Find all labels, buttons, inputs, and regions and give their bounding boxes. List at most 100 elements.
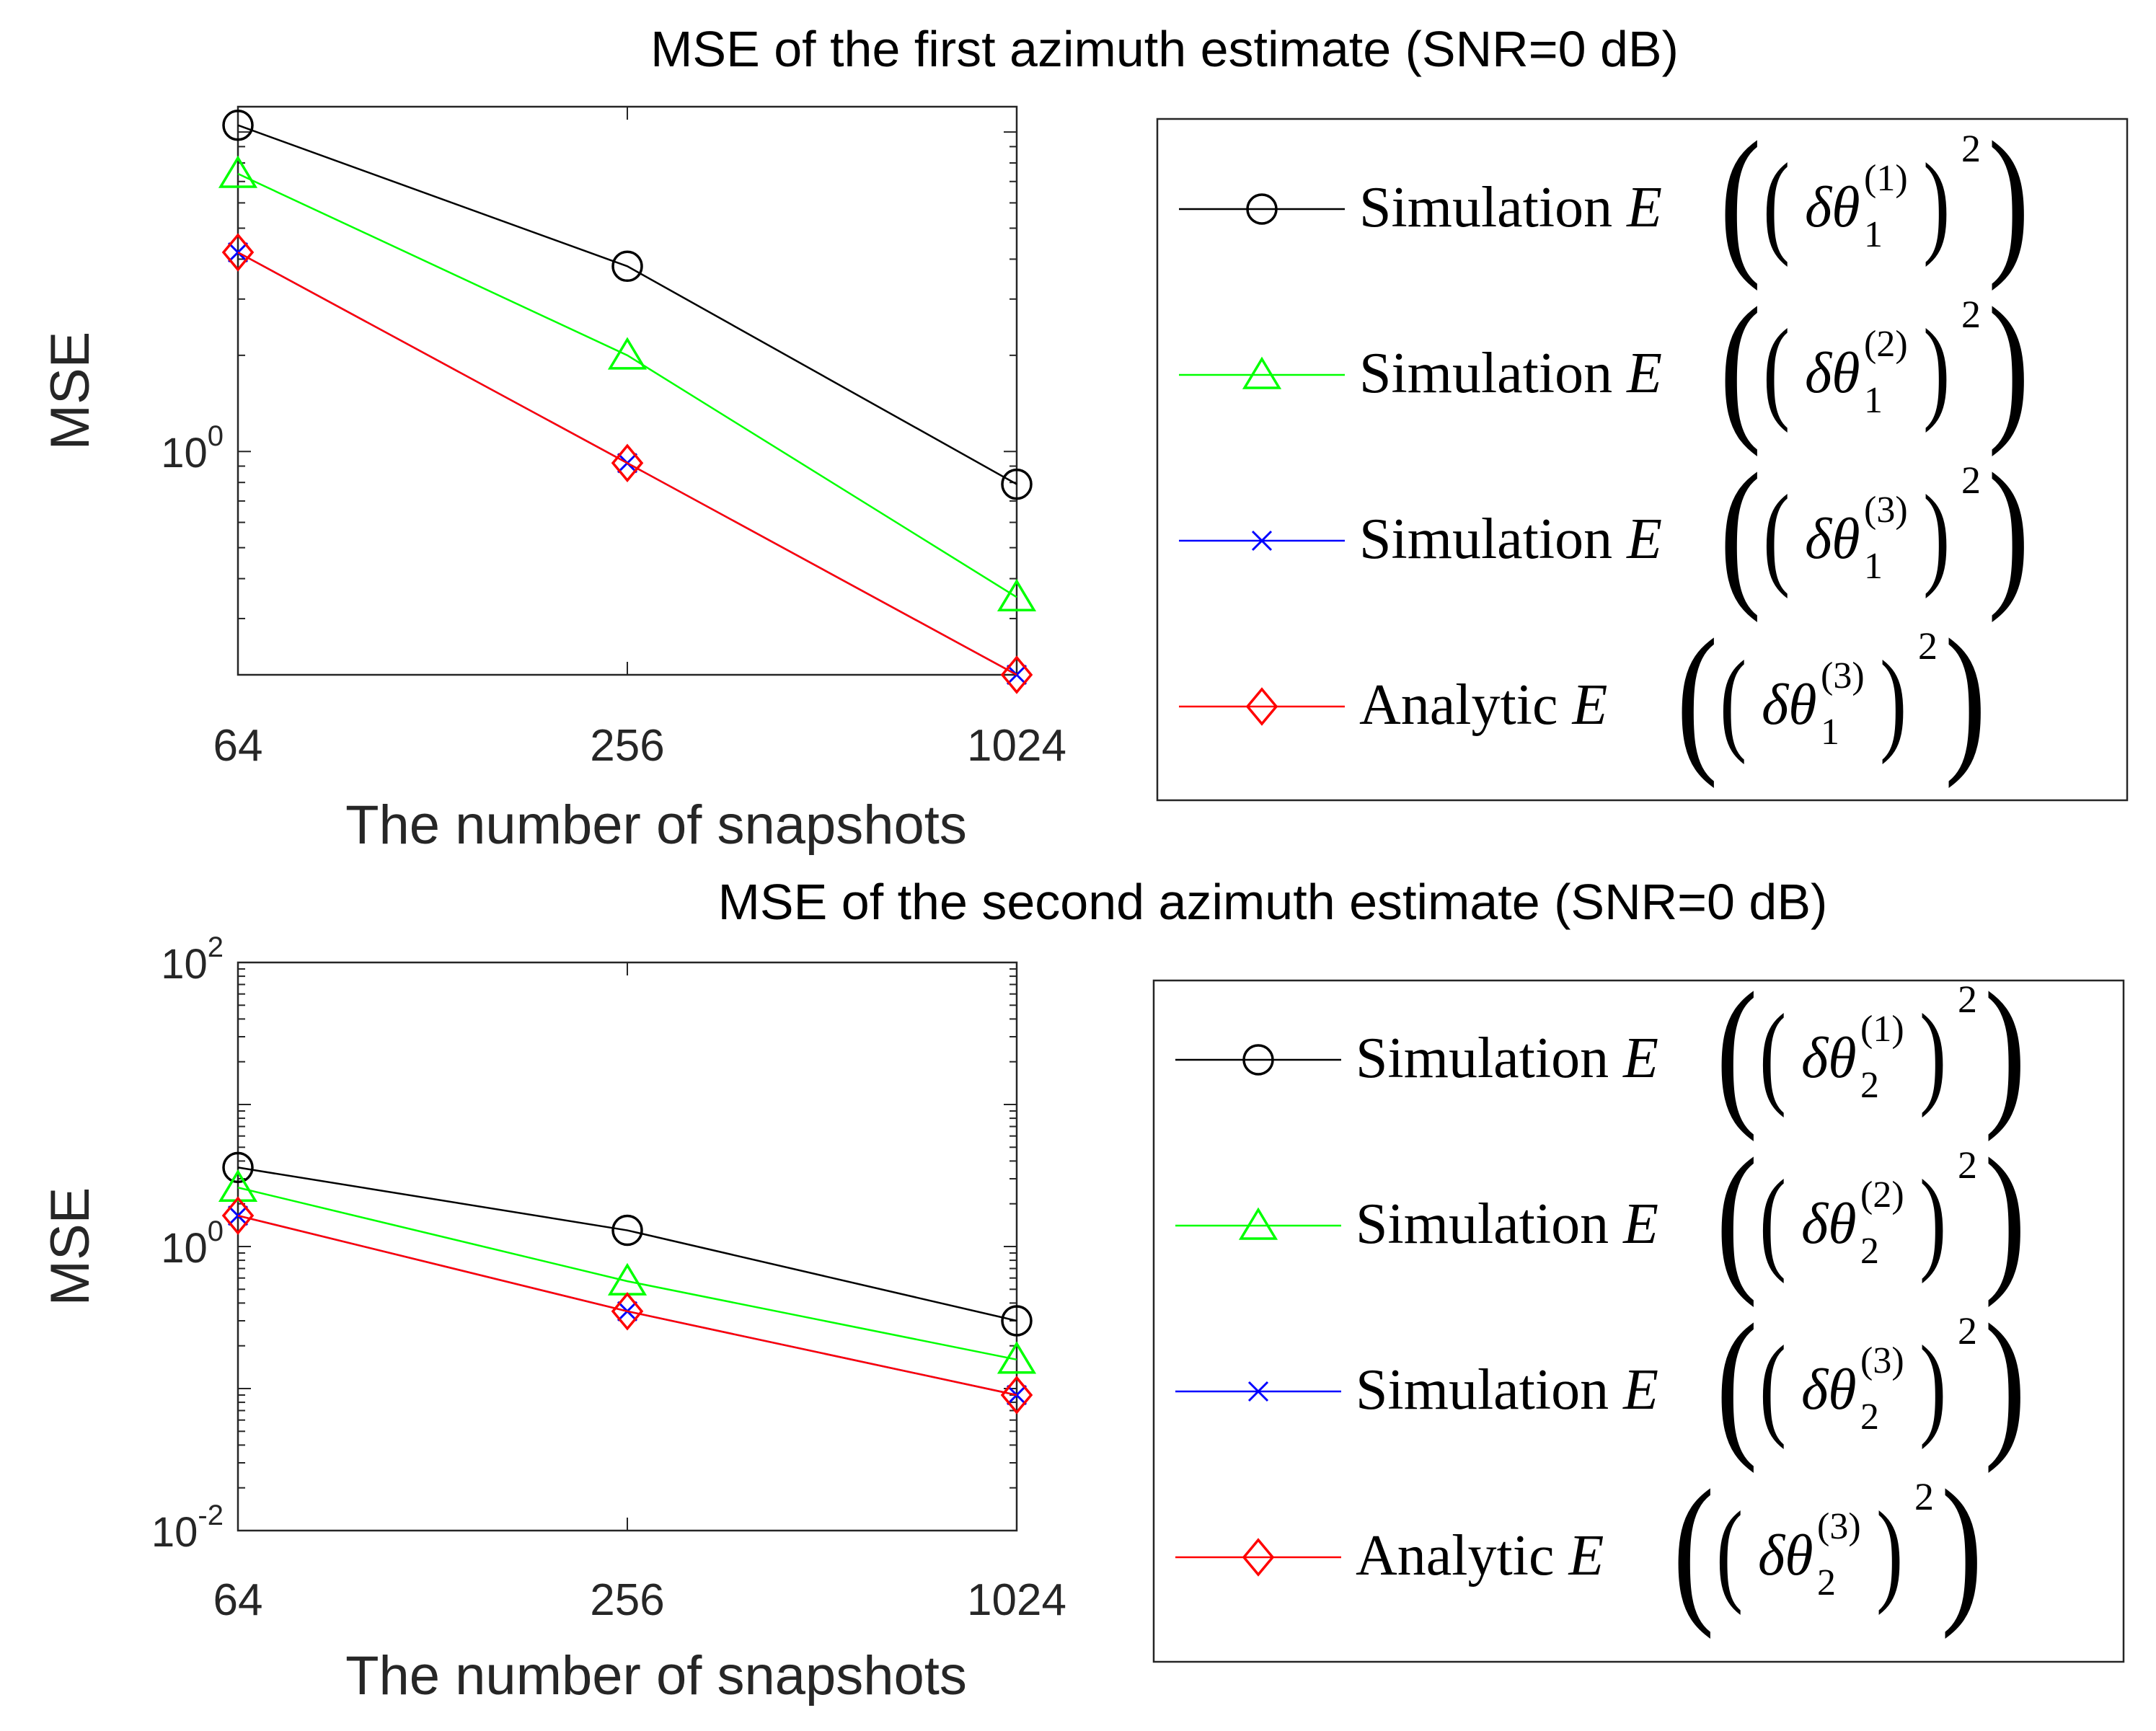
legend-symbol: δθ [1805,176,1860,239]
legend-marker [1238,1207,1278,1240]
y-tick-label: 102 [161,931,224,988]
legend-paren-outer: ( [1720,273,1761,457]
x-tick-label: 256 [590,1575,664,1625]
legend-square: 2 [1961,459,1981,502]
legend-paren-inner: ( [1759,1156,1786,1283]
legend-marker [1247,1381,1269,1402]
legend-paren-outer-close: ) [1945,605,1986,789]
legend-label: Simulation E [1359,342,1662,405]
x-tick-label: 1024 [967,721,1066,771]
legend-subscript: 2 [1860,1396,1879,1438]
legend-label: Simulation E [1356,1192,1658,1256]
legend-label: Simulation E [1356,1358,1658,1422]
legend-paren-outer: ( [1716,1290,1757,1474]
legend-paren-inner-close: ) [1923,471,1950,598]
legend: Simulation E((δθ (1)2) 2)Simulation E((δθ(… [1152,958,2125,1663]
legend-label: Simulation E [1356,1027,1658,1090]
legend-expectation: E [1609,1358,1658,1422]
data-point [997,578,1037,612]
x-tick-label: 256 [590,721,664,771]
legend-paren-outer-close: ) [1984,1290,2025,1474]
legend-paren-inner-close: ) [1876,1487,1903,1615]
legend-box [1152,979,2125,1663]
legend-item: Simulation E((δθ (3)2) 2) [1175,1290,2025,1474]
legend-paren-outer: ( [1720,107,1761,291]
y-tick-exponent: 0 [208,420,224,452]
legend-item: Simulation E((δθ (1)1) 2) [1179,107,2029,291]
legend-marker [1242,356,1282,389]
legend-paren-inner-close: ) [1880,637,1907,764]
legend-superscript: (1) [1864,158,1908,199]
legend-paren-outer-close: ) [1984,1124,2025,1308]
legend-paren-outer: ( [1673,1456,1714,1639]
data-point [611,1292,644,1331]
legend-superscript: (2) [1864,324,1908,365]
legend-paren-outer-close: ) [1984,958,2025,1142]
legend-square: 2 [1961,127,1981,170]
legend-marker [1242,1538,1275,1577]
chart-1: MSE of the first azimuth estimate (SNR=0… [40,21,2129,856]
legend-subscript: 1 [1821,712,1839,753]
legend-paren-outer: ( [1716,1124,1757,1308]
legend-paren-inner-close: ) [1923,305,1950,433]
legend-method: Analytic [1356,1524,1554,1588]
y-tick-exponent: 2 [208,931,224,963]
legend-method: Simulation [1359,176,1612,239]
legend-paren-outer-close: ) [1988,439,2029,623]
x-tick-label: 64 [213,1575,263,1625]
legend-superscript: (3) [1864,490,1908,531]
y-axis-label: MSE [40,332,101,451]
x-axis-label: The number of snapshots [345,794,967,856]
legend-paren-outer: ( [1676,605,1718,789]
legend-paren-inner: ( [1759,990,1786,1117]
legend-label: Analytic E [1359,673,1607,737]
data-point [222,1151,254,1184]
legend-expectation: E [1609,1192,1658,1256]
data-point [997,1341,1037,1374]
series-1 [222,1151,1033,1337]
legend-paren-inner-close: ) [1919,1156,1946,1283]
legend-item: Analytic E((δθ (3)2) 2) [1175,1456,1982,1639]
series-line [237,1187,1017,1361]
legend-method: Simulation [1356,1192,1609,1256]
data-point [218,1169,258,1203]
legend-paren-inner-close: ) [1923,139,1950,267]
legend-expectation: E [1612,176,1662,239]
legend-square: 2 [1914,1475,1934,1518]
legend-subscript: 2 [1860,1065,1879,1106]
legend-paren-inner: ( [1763,471,1790,598]
y-tick-base: 10 [161,430,208,477]
legend-expectation: E [1609,1027,1658,1090]
y-tick-base: 10 [161,1225,208,1272]
legend-marker [1251,530,1273,552]
data-point [1001,468,1033,500]
y-tick-label: 100 [161,1216,224,1272]
y-tick-base: 10 [161,941,208,988]
legend-paren-inner: ( [1763,139,1790,267]
legend-item: Simulation E((δθ (2)2) 2) [1175,1124,2025,1308]
legend-marker [1246,193,1278,225]
legend-subscript: 1 [1864,214,1883,255]
series-2 [218,155,1037,612]
x-axis-ticks: 64 256 1024 [213,962,1066,1625]
legend-superscript: (1) [1860,1009,1904,1050]
data-point [222,109,254,141]
legend-symbol: δθ [1801,1192,1856,1256]
legend-square: 2 [1961,293,1981,336]
legend-item: Simulation E((δθ (2)1) 2) [1179,273,2029,457]
series-1 [222,109,1033,500]
y-tick-base: 10 [151,1509,198,1556]
legend-box [1156,118,2129,802]
y-tick-exponent: 0 [208,1216,224,1247]
legend-expectation: E [1612,342,1662,405]
series-line [237,124,1017,485]
legend-square: 2 [1958,1143,1977,1187]
legend-paren-outer: ( [1716,958,1757,1142]
data-point [1001,1305,1033,1337]
x-tick-label: 64 [213,721,263,771]
legend-method: Simulation [1356,1027,1609,1090]
legend-square: 2 [1918,624,1938,668]
legend: Simulation E((δθ (1)1) 2)Simulation E((δθ(… [1156,107,2129,802]
legend-paren-inner: ( [1763,305,1790,433]
